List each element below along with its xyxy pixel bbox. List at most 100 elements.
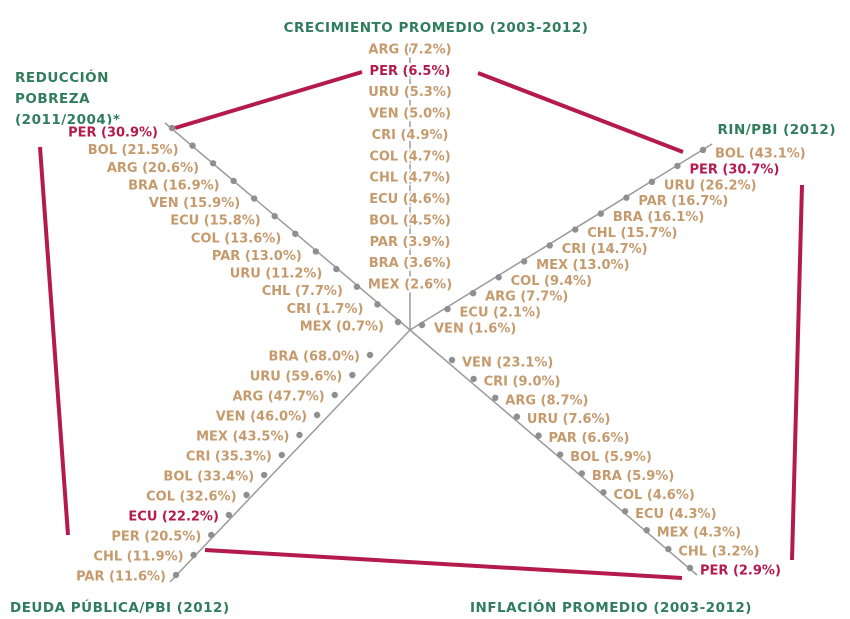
item-label: CHL (15.7%) xyxy=(587,226,677,241)
dot xyxy=(470,375,477,383)
dot xyxy=(623,194,630,201)
axis-line xyxy=(409,143,713,331)
item-label: PAR (6.6%) xyxy=(549,431,630,446)
dot xyxy=(230,177,237,185)
dot xyxy=(260,471,268,479)
dot xyxy=(699,146,707,154)
axis-title: DEUDA PÚBLICA/PBI (2012) xyxy=(10,598,230,616)
dot xyxy=(600,489,607,496)
link xyxy=(204,548,683,580)
dot xyxy=(495,274,502,281)
dot xyxy=(225,511,233,519)
item-label: CHL (11.9%) xyxy=(93,550,183,565)
item-label: BRA (3.6%) xyxy=(369,256,451,271)
item-label: VEN (46.0%) xyxy=(216,410,307,425)
item-label: ARG (8.7%) xyxy=(505,393,588,408)
item-label: VEN (5.0%) xyxy=(369,107,451,122)
dot xyxy=(209,160,217,167)
item-label: ARG (47.7%) xyxy=(232,390,324,405)
dot xyxy=(469,289,477,297)
dot xyxy=(520,258,528,265)
item-label: PER (2.9%) xyxy=(700,564,781,579)
item-label: URU (26.2%) xyxy=(664,178,757,193)
item-label: URU (5.3%) xyxy=(368,85,452,100)
link xyxy=(174,70,363,130)
item-label: CRI (14.7%) xyxy=(562,242,648,257)
link xyxy=(477,71,684,154)
item-label: URU (11.2%) xyxy=(230,267,323,282)
item-label: BOL (5.9%) xyxy=(570,450,652,465)
item-label: BRA (16.1%) xyxy=(613,210,705,225)
item-label: MEX (13.0%) xyxy=(536,258,629,273)
axis-line xyxy=(169,329,411,583)
item-label: COL (4.7%) xyxy=(369,149,450,164)
item-label: PAR (13.0%) xyxy=(212,249,302,264)
item-label: BOL (21.5%) xyxy=(88,143,179,158)
axis-title: INFLACIÓN PROMEDIO (2003-2012) xyxy=(470,598,752,616)
dot xyxy=(208,531,215,539)
item-label: BOL (4.5%) xyxy=(369,213,451,228)
item-label: COL (9.4%) xyxy=(511,274,592,289)
axis-title: (2011/2004)* xyxy=(15,112,120,128)
link xyxy=(790,184,804,561)
item-label: VEN (1.6%) xyxy=(434,322,516,337)
item-label: MEX (2.6%) xyxy=(368,278,452,293)
item-label: PER (30.9%) xyxy=(68,126,158,141)
dot xyxy=(349,371,356,379)
item-label: PAR (3.9%) xyxy=(370,235,451,250)
dot xyxy=(597,210,605,217)
item-label: VEN (23.1%) xyxy=(462,356,553,371)
item-label: BRA (5.9%) xyxy=(592,469,674,484)
item-label: BOL (43.1%) xyxy=(715,147,806,162)
dot xyxy=(535,432,542,439)
dot xyxy=(621,508,629,515)
axis-title: CRECIMIENTO PROMEDIO (2003-2012) xyxy=(284,20,589,36)
dot xyxy=(172,571,180,579)
item-label: ARG (7.7%) xyxy=(485,290,568,305)
dot xyxy=(190,551,197,559)
item-label: CRI (9.0%) xyxy=(484,374,561,389)
item-label: COL (4.6%) xyxy=(613,488,694,503)
axis-line xyxy=(164,122,411,331)
item-label: CHL (7.7%) xyxy=(262,284,343,299)
item-label: CHL (3.2%) xyxy=(678,545,759,560)
item-label: URU (7.6%) xyxy=(527,412,611,427)
item-label: URU (59.6%) xyxy=(250,370,343,385)
item-label: PAR (11.6%) xyxy=(76,570,166,585)
item-label: PER (6.5%) xyxy=(370,64,451,79)
dot xyxy=(444,305,451,313)
item-label: ECU (4.6%) xyxy=(369,192,450,207)
dot xyxy=(648,178,656,186)
dot xyxy=(189,142,196,149)
axis-title: RIN/PBI (2012) xyxy=(718,122,836,138)
dot xyxy=(665,545,672,553)
dot xyxy=(572,226,579,233)
item-label: BRA (16.9%) xyxy=(128,178,220,193)
axis-line xyxy=(409,329,698,576)
dot xyxy=(243,491,250,499)
item-label: PER (30.7%) xyxy=(689,162,779,177)
dot xyxy=(556,451,564,458)
dot xyxy=(686,564,694,572)
dot xyxy=(313,411,321,419)
item-label: MEX (43.5%) xyxy=(196,430,289,445)
link xyxy=(38,146,70,536)
item-label: PAR (16.7%) xyxy=(638,194,728,209)
dot xyxy=(333,265,340,273)
dot xyxy=(353,283,361,290)
dot xyxy=(296,431,303,439)
dot xyxy=(271,212,278,220)
item-label: ECU (15.8%) xyxy=(170,214,261,229)
dot xyxy=(492,394,499,402)
item-label: ECU (22.2%) xyxy=(128,510,219,525)
dot xyxy=(292,230,299,238)
item-label: CRI (1.7%) xyxy=(287,302,364,317)
item-label: VEN (15.9%) xyxy=(149,196,240,211)
item-label: ECU (4.3%) xyxy=(635,507,716,522)
dot xyxy=(578,470,586,477)
item-label: ECU (2.1%) xyxy=(460,306,541,321)
axis-title: REDUCCIÓN xyxy=(15,68,109,86)
item-label: ARG (7.2%) xyxy=(368,43,451,58)
dot xyxy=(448,356,456,364)
